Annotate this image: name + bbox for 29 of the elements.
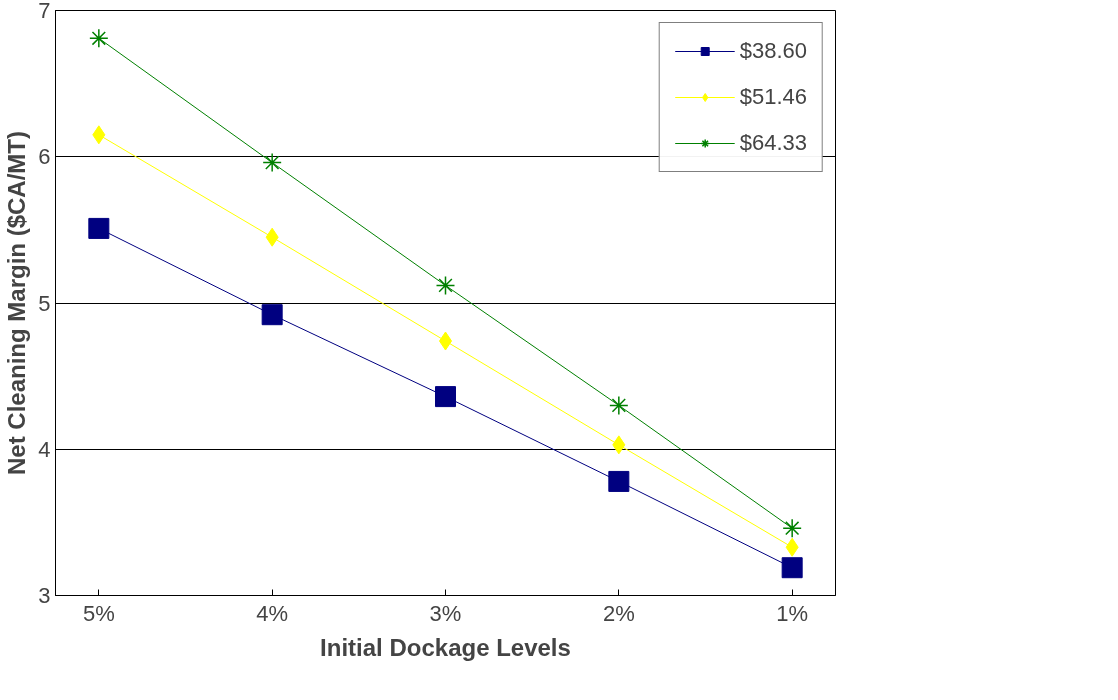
point (612, 435, 626, 455)
point (262, 152, 282, 173)
x-tick-label: 1% (776, 600, 809, 626)
x-axis-title: Initial Dockage Levels (320, 633, 571, 661)
legend-label: $51.46 (739, 84, 807, 110)
y-tick-label: 5 (38, 290, 51, 316)
y-axis-title: Net Cleaning Margin ($CA/MT) (3, 130, 31, 475)
point (89, 28, 109, 49)
y-tick-label: 7 (38, 0, 51, 23)
legend-label: $64.33 (739, 130, 807, 156)
point (92, 125, 106, 145)
point (88, 217, 110, 239)
point (781, 557, 803, 579)
x-tick-label: 3% (429, 600, 462, 626)
point (265, 227, 279, 247)
legend-label: $38.60 (739, 38, 807, 64)
point (261, 304, 283, 326)
point (785, 537, 799, 557)
point (609, 395, 629, 416)
point (608, 470, 630, 492)
y-tick-label: 4 (38, 436, 51, 462)
x-tick-label: 4% (256, 600, 289, 626)
point (782, 518, 802, 538)
y-tick-label: 3 (38, 583, 51, 608)
y-tick-label: 6 (38, 144, 51, 170)
x-tick-label: 5% (82, 600, 115, 626)
point (435, 386, 456, 408)
x-tick-label: 2% (602, 600, 635, 626)
point (435, 275, 456, 296)
